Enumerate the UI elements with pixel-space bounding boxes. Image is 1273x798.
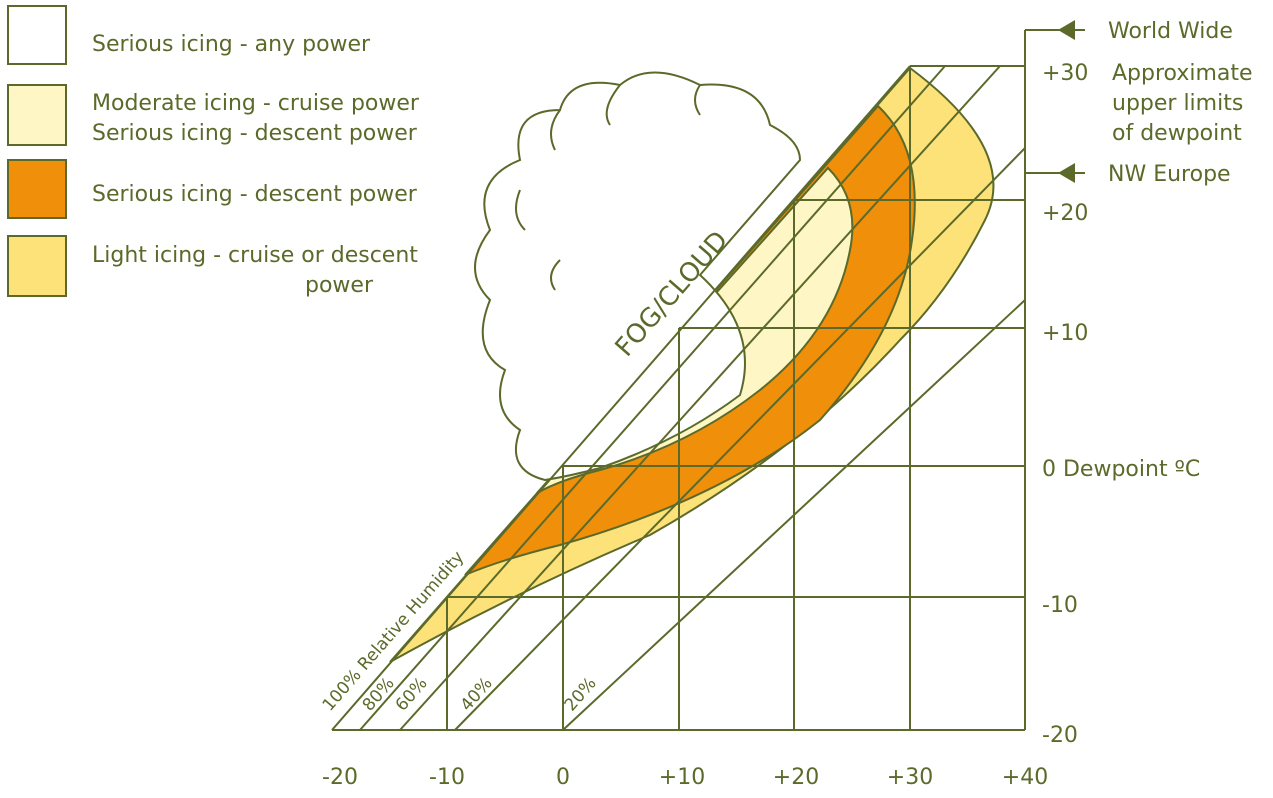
y-label: -20 (1042, 723, 1078, 748)
legend-label: power (305, 273, 374, 298)
y-label: -10 (1042, 593, 1078, 618)
legend-swatch (7, 84, 67, 146)
legend-swatch (7, 159, 67, 219)
x-label: +40 (1002, 765, 1048, 790)
humidity-label: 60% (392, 674, 432, 716)
legend: Serious icing - any power Moderate icing… (7, 5, 420, 298)
x-label: -10 (429, 765, 465, 790)
y-label: +20 (1042, 201, 1088, 226)
x-label: 0 (556, 765, 570, 790)
legend-label: Moderate icing - cruise power (92, 91, 420, 116)
legend-swatch (7, 5, 67, 65)
legend-label: Light icing - cruise or descent (92, 243, 418, 268)
x-label: -20 (322, 765, 358, 790)
cloud-folds (515, 84, 701, 291)
legend-label: Serious icing - descent power (92, 182, 418, 207)
legend-label: Serious icing - any power (92, 32, 371, 57)
y-label: +30 (1042, 61, 1088, 86)
grid (331, 29, 1085, 731)
y-label: +10 (1042, 321, 1088, 346)
x-label: +10 (659, 765, 705, 790)
humidity-label: 20% (561, 674, 601, 716)
x-label: +20 (773, 765, 819, 790)
legend-swatch (7, 235, 67, 297)
arrow-head (1058, 20, 1075, 183)
limit-note: of dewpoint (1112, 121, 1242, 146)
limit-note: upper limits (1112, 91, 1243, 116)
limit-note: Approximate (1112, 61, 1253, 86)
x-label: +30 (887, 765, 933, 790)
limit-label: World Wide (1108, 19, 1233, 44)
limit-label: NW Europe (1108, 162, 1231, 187)
y-label: 0 Dewpoint ºC (1042, 457, 1200, 482)
legend-label: Serious icing - descent power (92, 121, 418, 146)
